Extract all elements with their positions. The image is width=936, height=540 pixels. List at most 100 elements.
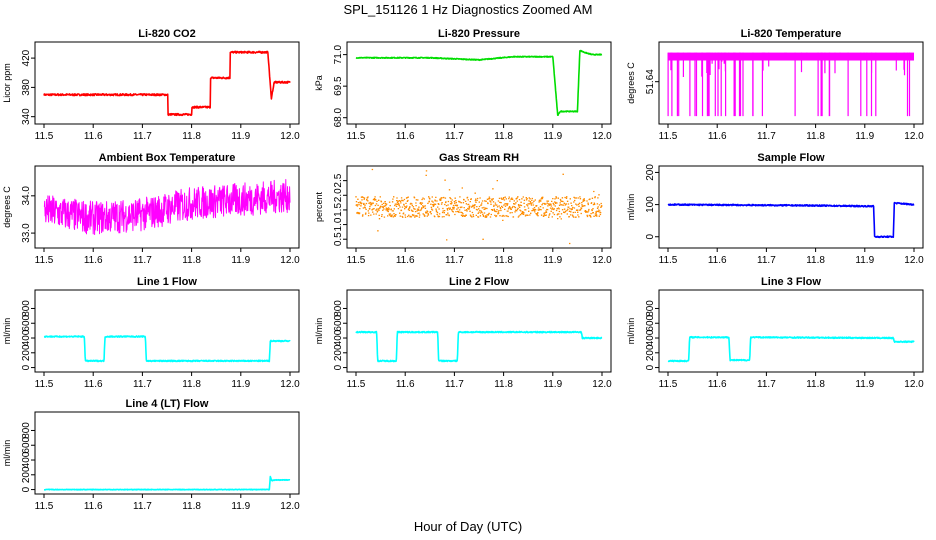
x-tick-label: 12.0 bbox=[592, 131, 612, 142]
y-tick-label: 0.5 bbox=[333, 232, 344, 246]
y-tick-label: 800 bbox=[21, 300, 32, 317]
y-tick-label: 200 bbox=[645, 344, 656, 361]
y-tick-label: 0 bbox=[645, 234, 656, 240]
x-tick-label: 11.8 bbox=[494, 255, 513, 266]
y-tick-label: 400 bbox=[645, 329, 656, 346]
series-points bbox=[355, 168, 603, 245]
plot-frame bbox=[346, 41, 612, 125]
x-tick-label: 11.7 bbox=[133, 131, 152, 142]
plot-frame bbox=[34, 165, 300, 249]
x-tick-label: 11.8 bbox=[806, 131, 825, 142]
series-line bbox=[43, 335, 291, 363]
y-axis-title: percent bbox=[314, 191, 324, 222]
series-band bbox=[668, 52, 914, 61]
x-tick-label: 11.7 bbox=[445, 131, 464, 142]
chart-panel: Gas Stream RH 11.5 11.6 11.7 11.8 11.9 12.0 0.5… bbox=[314, 152, 612, 266]
chart-panel: Line 2 Flow 11.5 11.6 11.7 11.8 11.9 12.0 0 2004… bbox=[314, 276, 612, 390]
chart-panel: Line 4 (LT) Flow 11.5 11.6 11.7 11.8 11.9 12.0… bbox=[2, 398, 300, 512]
x-tick-label: 11.6 bbox=[84, 379, 103, 390]
x-tick-label: 12.0 bbox=[280, 255, 300, 266]
x-tick-label: 11.5 bbox=[35, 379, 54, 390]
series-group bbox=[667, 335, 915, 363]
x-tick-label: 11.5 bbox=[347, 379, 366, 390]
series-line bbox=[43, 475, 291, 491]
x-tick-label: 11.6 bbox=[708, 131, 727, 142]
x-tick-label: 11.6 bbox=[708, 255, 727, 266]
y-tick-label: 34.0 bbox=[21, 186, 32, 206]
x-tick-label: 11.5 bbox=[659, 255, 678, 266]
panel-title: Line 4 (LT) Flow bbox=[126, 398, 209, 410]
x-tick-label: 11.9 bbox=[231, 379, 250, 390]
y-tick-label: 0 bbox=[645, 364, 656, 370]
x-tick-label: 11.8 bbox=[806, 255, 825, 266]
x-tick-label: 11.8 bbox=[182, 255, 201, 266]
plot-frame bbox=[34, 411, 300, 495]
x-tick-label: 11.7 bbox=[133, 255, 152, 266]
x-tick-label: 11.6 bbox=[396, 379, 415, 390]
y-tick-label: 800 bbox=[645, 300, 656, 317]
series-group bbox=[43, 50, 291, 117]
x-tick-label: 11.5 bbox=[347, 131, 366, 142]
panel-title: Line 2 Flow bbox=[449, 276, 509, 288]
plot-frame bbox=[34, 289, 300, 373]
y-tick-label: 800 bbox=[21, 422, 32, 439]
chart-panels: Li-820 CO2 11.5 11.6 11.7 11.8 11.9 12.0 340 380… bbox=[2, 28, 924, 512]
series-group bbox=[355, 49, 603, 116]
x-tick-label: 11.6 bbox=[84, 255, 103, 266]
x-tick-label: 11.5 bbox=[35, 131, 54, 142]
x-tick-label: 11.6 bbox=[708, 379, 727, 390]
y-tick-label: 0 bbox=[333, 364, 344, 370]
chart-panel: Li-820 Temperature 11.5 11.6 11.7 11.8 11.9 12… bbox=[626, 28, 924, 142]
chart-panel: Line 1 Flow 11.5 11.6 11.7 11.8 11.9 12.0 0 2004… bbox=[2, 276, 300, 390]
chart-panel: Sample Flow 11.5 11.6 11.7 11.8 11.9 12.0 0 100 2… bbox=[626, 152, 924, 266]
x-tick-label: 11.9 bbox=[855, 131, 874, 142]
y-axis-title: kPa bbox=[314, 75, 324, 91]
y-tick-label: 100 bbox=[645, 196, 656, 213]
x-tick-label: 11.7 bbox=[133, 379, 152, 390]
panel-title: Li-820 Pressure bbox=[438, 28, 520, 40]
panel-title: Li-820 CO2 bbox=[138, 28, 195, 40]
y-axis-title: ml/min bbox=[314, 318, 324, 345]
series-line bbox=[667, 201, 915, 239]
chart-panel: Line 3 Flow 11.5 11.6 11.7 11.8 11.9 12.0 0 2004… bbox=[626, 276, 924, 390]
x-tick-label: 11.6 bbox=[396, 131, 415, 142]
plot-frame bbox=[346, 289, 612, 373]
y-tick-label: 2.0 bbox=[333, 188, 344, 202]
x-tick-label: 11.9 bbox=[231, 131, 250, 142]
x-tick-label: 11.6 bbox=[84, 501, 103, 512]
x-tick-label: 11.8 bbox=[182, 501, 201, 512]
series-line bbox=[355, 49, 603, 116]
y-axis-title: ml/min bbox=[2, 440, 12, 467]
x-tick-label: 12.0 bbox=[592, 379, 612, 390]
x-tick-label: 11.9 bbox=[855, 255, 874, 266]
y-tick-label: 2.5 bbox=[333, 173, 344, 187]
series-line bbox=[667, 335, 915, 363]
x-tick-label: 11.9 bbox=[543, 131, 562, 142]
y-tick-label: 51.64 bbox=[645, 69, 656, 94]
panel-title: Ambient Box Temperature bbox=[99, 152, 236, 164]
y-tick-label: 380 bbox=[21, 79, 32, 96]
y-tick-label: 340 bbox=[21, 108, 32, 125]
y-tick-label: 600 bbox=[21, 314, 32, 331]
x-tick-label: 11.9 bbox=[855, 379, 874, 390]
y-tick-label: 71.0 bbox=[333, 44, 344, 64]
x-tick-label: 12.0 bbox=[904, 131, 924, 142]
x-tick-label: 12.0 bbox=[592, 255, 612, 266]
x-tick-label: 12.0 bbox=[280, 379, 300, 390]
y-tick-label: 0 bbox=[21, 486, 32, 492]
figure-x-axis-title: Hour of Day (UTC) bbox=[414, 519, 522, 534]
x-tick-label: 11.7 bbox=[133, 501, 152, 512]
chart-panel: Ambient Box Temperature 11.5 11.6 11.7 11.8 1… bbox=[2, 152, 300, 266]
x-tick-label: 11.6 bbox=[396, 255, 415, 266]
y-axis-title: ml/min bbox=[626, 318, 636, 345]
y-tick-label: 600 bbox=[333, 314, 344, 331]
x-tick-label: 11.7 bbox=[757, 131, 776, 142]
y-tick-label: 200 bbox=[21, 344, 32, 361]
panel-title: Li-820 Temperature bbox=[741, 28, 842, 40]
y-axis-title: degrees C bbox=[2, 186, 12, 228]
series-group bbox=[667, 201, 915, 239]
y-tick-label: 33.0 bbox=[21, 223, 32, 243]
series-group bbox=[355, 330, 603, 363]
plot-frame bbox=[34, 41, 300, 125]
